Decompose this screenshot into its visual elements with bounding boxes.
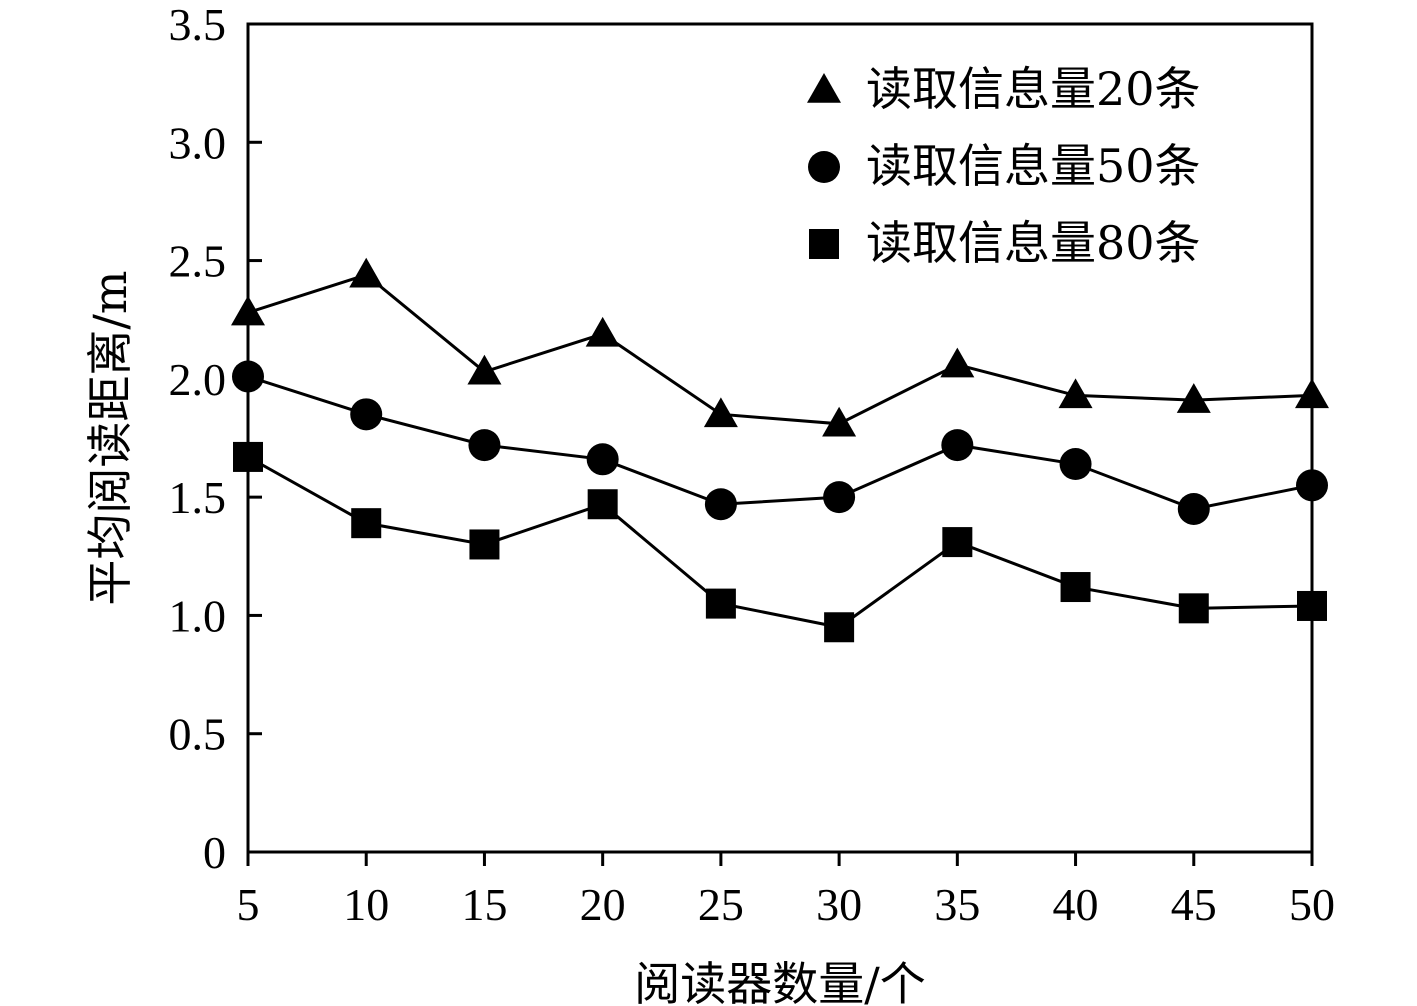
x-tick-label: 50 [1289,879,1335,930]
x-tick-label: 40 [1053,879,1099,930]
series-3 [233,441,1327,643]
y-tick-label: 3.5 [169,0,227,50]
square-data-point [1060,572,1091,603]
x-tick-label: 30 [816,879,862,930]
series-layer [231,257,1329,643]
series-2 [232,360,1328,525]
series-line [247,455,1313,629]
circle-data-point [941,429,974,462]
square-data-point [233,441,263,472]
x-tick-label: 20 [580,879,626,930]
legend-triangle-marker [807,73,841,103]
triangle-data-point [467,354,502,385]
square-data-point [824,612,855,643]
circle-data-point [586,443,619,476]
y-tick-label: 2.5 [169,236,227,287]
y-tick-label: 1.0 [169,590,227,641]
circle-data-point [823,481,856,514]
square-data-point [1297,590,1327,621]
circle-data-point [350,398,383,431]
circle-data-point [468,429,501,462]
square-data-point [469,529,500,560]
y-tick-label: 3.0 [169,117,227,168]
triangle-data-point [231,295,265,326]
square-data-point [351,508,382,539]
triangle-data-point [585,316,620,347]
series-1 [231,257,1329,437]
circle-data-point [1177,492,1210,525]
y-axis: 0 0.5 1.0 1.5 2.0 2.5 3.0 3.5 [169,0,262,878]
legend-circle-marker [808,151,840,183]
x-tick-label: 10 [343,879,389,930]
legend-label: 读取信息量80条 [866,216,1201,270]
x-tick-label: 5 [237,879,260,930]
square-data-point [942,527,973,558]
triangle-data-point [703,397,738,428]
triangle-data-point [822,406,857,437]
series-line [247,375,1313,511]
x-tick-label: 15 [461,879,507,930]
square-data-point [1178,593,1209,624]
square-data-point [705,588,736,619]
plot-frame [246,22,1314,854]
circle-data-point [704,488,737,521]
y-tick-label: 0 [203,827,226,878]
triangle-data-point [349,257,384,288]
triangle-data-point [1295,378,1329,409]
y-tick-label: 2.0 [169,354,227,405]
circle-data-point [1059,448,1092,481]
x-axis-title: 阅读器数量/个 [634,957,926,1006]
series-line [247,273,1313,426]
y-tick-label: 1.5 [169,472,227,523]
square-data-point [587,489,618,520]
legend-label: 读取信息量50条 [866,139,1201,193]
x-tick-label: 35 [934,879,980,930]
triangle-data-point [1058,378,1093,409]
circle-data-point [232,360,264,393]
legend-item: 读取信息量50条 [808,139,1201,193]
y-axis-title: 平均阅读距离/m [83,270,137,605]
triangle-data-point [1176,383,1211,413]
y-tick-label: 0.5 [169,709,227,760]
legend-square-marker [809,229,839,259]
legend-item: 读取信息量20条 [807,62,1201,116]
circle-data-point [1296,469,1328,502]
x-tick-label: 25 [698,879,744,930]
x-tick-label: 45 [1171,879,1217,930]
legend-label: 读取信息量20条 [866,62,1201,116]
x-axis: 5 10 15 20 25 30 35 40 45 50 [237,852,1335,930]
triangle-data-point [940,347,975,378]
legend-item: 读取信息量80条 [809,216,1201,270]
